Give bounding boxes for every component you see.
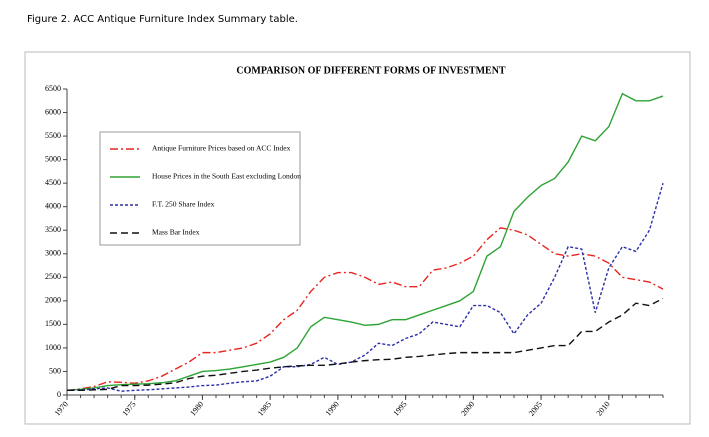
series-line xyxy=(66,182,664,392)
legend-label: Antique Furniture Prices based on ACC In… xyxy=(152,144,291,153)
chart-title: COMPARISON OF DIFFERENT FORMS OF INVESTM… xyxy=(236,65,506,76)
y-tick-label: 6000 xyxy=(45,107,61,116)
y-tick-label: 3000 xyxy=(45,249,61,258)
y-tick-label: 5000 xyxy=(45,154,61,163)
y-tick-label: 4000 xyxy=(45,202,61,211)
series-line xyxy=(67,297,664,391)
y-tick-label: 1000 xyxy=(45,343,61,352)
y-tick-label: 0 xyxy=(57,390,61,399)
x-tick-label: 1980 xyxy=(188,400,205,418)
legend-box xyxy=(99,131,301,246)
y-tick-label: 2000 xyxy=(45,296,61,305)
series-line xyxy=(66,92,664,391)
y-tick-label: 500 xyxy=(49,366,61,375)
series-line xyxy=(66,227,664,391)
y-tick-label: 5500 xyxy=(45,131,61,140)
y-tick-label: 4500 xyxy=(45,178,61,187)
y-tick-label: 1500 xyxy=(45,319,61,328)
x-tick-label: 2010 xyxy=(595,400,612,418)
y-tick-label: 2500 xyxy=(45,272,61,281)
legend-label: F.T. 250 Share Index xyxy=(152,200,215,209)
legend-label: House Prices in the South East excluding… xyxy=(152,172,301,181)
x-tick-label: 2000 xyxy=(459,400,476,418)
x-tick-label: 1990 xyxy=(324,400,341,418)
chart-frame xyxy=(24,51,691,425)
y-tick-label: 6500 xyxy=(45,84,61,93)
x-tick-label: 2005 xyxy=(527,400,544,418)
x-tick-label: 1975 xyxy=(120,400,137,418)
x-tick-label: 1995 xyxy=(391,400,408,418)
legend-label: Mass Bar Index xyxy=(152,228,200,237)
y-tick-label: 3500 xyxy=(45,225,61,234)
figure-caption: Figure 2. ACC Antique Furniture Index Su… xyxy=(27,14,298,25)
x-tick-label: 1970 xyxy=(53,400,70,418)
x-tick-label: 1985 xyxy=(256,400,273,418)
